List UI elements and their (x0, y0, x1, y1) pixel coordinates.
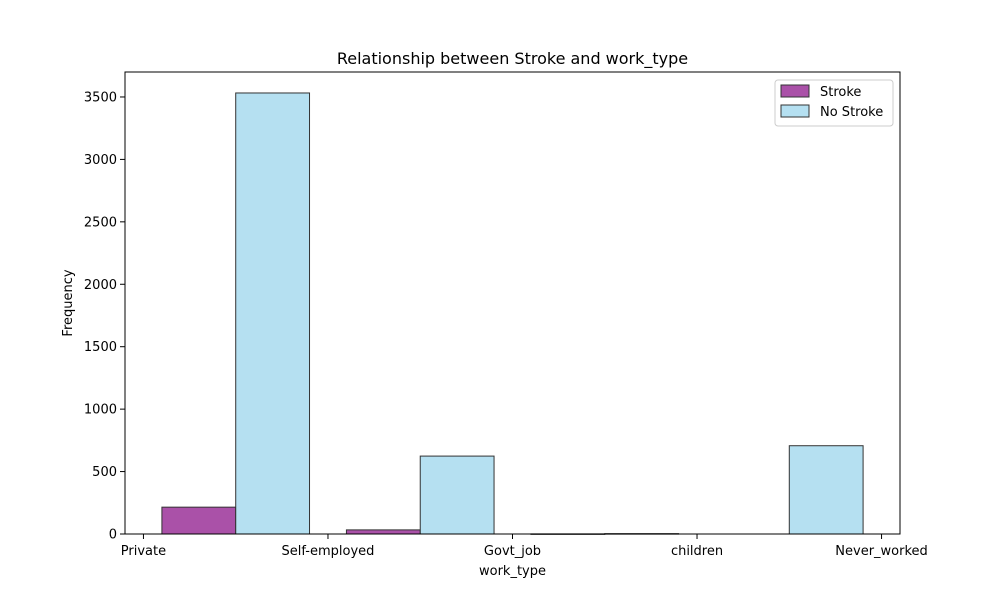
legend-swatch-stroke (780, 84, 810, 98)
x-axis-label: work_type (479, 564, 546, 579)
y-axis-label: Frequency (61, 269, 76, 336)
y-tick-label-2: 1000 (84, 403, 117, 418)
x-tick-label-3: children (671, 544, 723, 559)
y-tick-label-0: 0 (109, 528, 117, 543)
x-ticks-layer: Private Self-employed Govt_job children Neve… (121, 534, 928, 559)
legend-swatch-no-stroke (780, 104, 810, 118)
legend: Stroke No Stroke (774, 79, 894, 127)
chart-title: Relationship between Stroke and work_typ… (337, 49, 688, 69)
x-tick-label-0: Private (121, 544, 166, 559)
y-tick-label-5: 2500 (84, 215, 117, 230)
y-tick-label-7: 3500 (84, 90, 117, 105)
bar-no-stroke-3 (788, 445, 864, 535)
y-tick-label-3: 1500 (84, 340, 117, 355)
bar-no-stroke-0 (235, 92, 311, 535)
legend-label-stroke: Stroke (820, 85, 861, 100)
x-tick-label-1: Self-employed (282, 544, 375, 559)
legend-label-no-stroke: No Stroke (820, 105, 883, 120)
bar-stroke-0 (161, 506, 237, 535)
y-tick-label-1: 500 (92, 465, 117, 480)
y-tick-label-6: 3000 (84, 153, 117, 168)
y-tick-label-4: 2000 (84, 278, 117, 293)
bar-no-stroke-1 (419, 455, 495, 535)
x-tick-label-4: Never_worked (835, 544, 928, 559)
bar-stroke-1 (345, 529, 421, 535)
bars-layer (161, 92, 864, 535)
x-tick-label-2: Govt_job (484, 544, 541, 559)
y-ticks-layer: 0 500 1000 1500 2000 2500 3000 3500 (84, 90, 125, 543)
